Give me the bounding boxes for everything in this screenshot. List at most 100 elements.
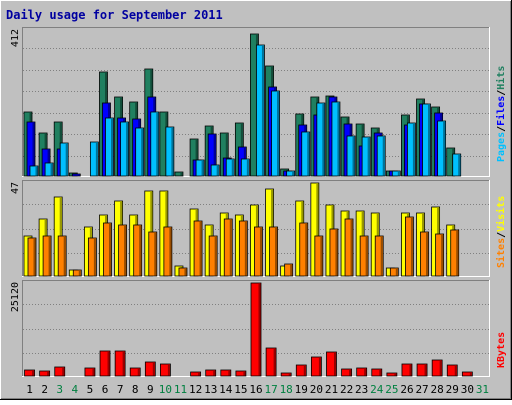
bar-shade xyxy=(277,92,280,176)
bar-body xyxy=(284,263,294,277)
bar-shade xyxy=(458,155,461,176)
bar-body xyxy=(193,220,203,277)
bar-sites-day-10 xyxy=(163,226,173,277)
bar-pages-day-18 xyxy=(286,170,296,177)
bar-shade xyxy=(47,372,50,376)
bar-sites-day-17 xyxy=(269,226,278,277)
x-tick-label-day-24: 24 xyxy=(370,383,384,396)
x-tick-label-day-23: 23 xyxy=(355,383,368,396)
bar-shade xyxy=(95,143,98,176)
bar-pages-day-5 xyxy=(89,141,99,177)
bar-pages-day-28 xyxy=(437,120,447,177)
x-tick-label-day-15: 15 xyxy=(234,383,247,396)
bar-shade xyxy=(439,361,442,376)
x-tick-label-day-8: 8 xyxy=(132,383,139,396)
x-tick-label-day-16: 16 xyxy=(249,383,262,396)
bar-shade xyxy=(259,228,262,276)
bar-body xyxy=(72,269,82,277)
x-tick-label-day-9: 9 xyxy=(147,383,154,396)
bar-body xyxy=(269,226,278,277)
bar-body xyxy=(371,368,383,377)
bar-shade xyxy=(246,160,249,176)
bar-sites-day-27 xyxy=(420,231,429,277)
bar-body xyxy=(178,267,188,277)
bar-body xyxy=(84,367,96,377)
bar-shade xyxy=(365,237,368,276)
bar-shade xyxy=(184,269,187,276)
bar-shade xyxy=(213,371,216,376)
bar-shade xyxy=(93,239,96,276)
bar-sites-day-6 xyxy=(103,222,112,277)
panel-visits-sites: 47 Sites/Visits xyxy=(10,180,507,277)
bar-shade xyxy=(201,161,204,176)
bar-kbytes-day-12 xyxy=(190,371,202,377)
bar-body xyxy=(316,102,326,177)
bar-pages-day-16 xyxy=(256,44,265,177)
bar-body xyxy=(71,173,81,177)
bar-kbytes-day-21 xyxy=(326,351,337,377)
bar-shade xyxy=(288,374,291,376)
bar-kbytes-day-13 xyxy=(205,369,217,377)
bar-kbytes-day-9 xyxy=(144,361,156,377)
panel-kbytes: 25120 KBytes xyxy=(10,280,507,377)
bar-shade xyxy=(122,352,125,376)
legend-entry: / xyxy=(496,90,507,96)
bar-body xyxy=(310,356,322,377)
x-tick-label-day-5: 5 xyxy=(87,383,94,396)
bar-body xyxy=(461,371,473,377)
bar-sites-day-23 xyxy=(359,235,369,277)
bar-sites-day-15 xyxy=(238,220,248,277)
bar-shade xyxy=(456,231,459,276)
bar-body xyxy=(163,226,173,277)
bar-pages-day-1 xyxy=(29,165,39,177)
bar-pages-day-19 xyxy=(301,131,311,177)
bar-shade xyxy=(32,123,35,176)
bar-body xyxy=(271,90,280,177)
bar-kbytes-day-28 xyxy=(431,359,443,377)
bar-shade xyxy=(229,220,232,276)
bar-shade xyxy=(409,365,412,376)
bar-shade xyxy=(382,137,385,176)
x-tick-label-day-21: 21 xyxy=(325,383,338,396)
bar-files-day-4 xyxy=(71,173,81,177)
bar-body xyxy=(446,364,458,377)
x-tick-label-day-25: 25 xyxy=(385,383,398,396)
bar-body xyxy=(356,367,368,377)
bar-shade xyxy=(216,166,219,176)
x-tick-label-day-11: 11 xyxy=(174,383,187,396)
bar-sites-day-26 xyxy=(405,216,414,277)
bar-body xyxy=(389,267,399,277)
bar-body xyxy=(314,235,324,277)
bar-shade xyxy=(322,104,325,176)
bar-body xyxy=(346,135,356,177)
bar-sites-day-24 xyxy=(374,235,384,277)
bar-kbytes-day-23 xyxy=(356,367,368,377)
x-tick-label-day-10: 10 xyxy=(159,383,172,396)
bar-pages-day-20 xyxy=(316,102,326,177)
bar-body xyxy=(437,120,447,177)
bar-shade xyxy=(154,233,157,276)
bar-shade xyxy=(367,138,370,176)
bar-body xyxy=(160,363,171,377)
bar-body xyxy=(144,361,156,377)
bar-body xyxy=(99,350,111,377)
bar-body xyxy=(89,141,99,177)
bar-pages-day-29 xyxy=(452,153,462,177)
chart-title: Daily usage for September 2011 xyxy=(6,8,223,22)
bar-sites-day-29 xyxy=(450,229,460,277)
bar-pages-day-25 xyxy=(391,170,401,177)
bar-shade xyxy=(380,237,383,276)
bar-body xyxy=(401,363,413,377)
bar-body xyxy=(195,159,205,177)
bar-sites-day-16 xyxy=(254,226,263,277)
bar-shade xyxy=(364,369,367,376)
bar-sites-day-21 xyxy=(329,228,339,277)
bar-sites-day-14 xyxy=(223,218,233,277)
bar-body xyxy=(329,228,339,277)
y-max-label-hits-files-pages: 412 xyxy=(10,29,21,47)
bar-shade xyxy=(139,226,142,276)
x-tick-label-day-22: 22 xyxy=(340,383,353,396)
bar-shade xyxy=(243,372,246,376)
bar-body xyxy=(265,347,277,377)
x-tick-label-day-7: 7 xyxy=(117,383,124,396)
